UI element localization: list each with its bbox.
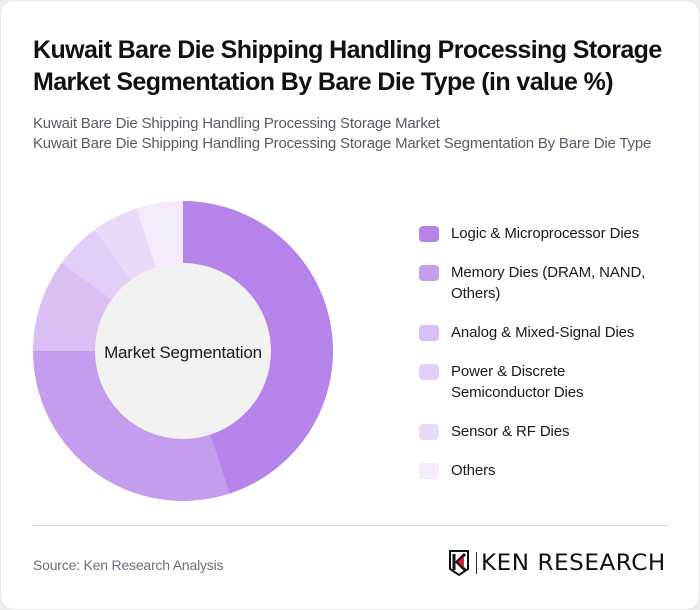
legend-swatch-icon	[419, 265, 439, 281]
logo-text: KEN RESEARCH	[481, 550, 666, 576]
legend-swatch-icon	[419, 463, 439, 479]
legend-item: Analog & Mixed-Signal Dies	[419, 322, 689, 343]
chart-subtitle: Kuwait Bare Die Shipping Handling Proces…	[33, 114, 673, 154]
legend-label: Others	[451, 462, 496, 479]
legend-swatch-icon	[419, 364, 439, 380]
ken-research-shield-icon	[449, 550, 469, 576]
legend-item: Memory Dies (DRAM, NAND, Others)	[419, 262, 689, 304]
logo-separator	[476, 552, 477, 574]
legend-item: Power & Discrete Semiconductor Dies	[419, 361, 689, 403]
legend-label: Logic & Microprocessor Dies	[451, 225, 640, 242]
legend-label: Analog & Mixed-Signal Dies	[451, 324, 635, 341]
donut-center-label: Market Segmentation	[104, 343, 262, 362]
legend-item: Logic & Microprocessor Dies	[419, 223, 689, 244]
chart-legend: Logic & Microprocessor Dies Memory Dies …	[419, 223, 689, 499]
legend-swatch-icon	[419, 325, 439, 341]
subtitle-line-2: Kuwait Bare Die Shipping Handling Proces…	[33, 135, 652, 152]
footer-divider	[33, 525, 669, 526]
legend-swatch-icon	[419, 424, 439, 440]
donut-center	[95, 263, 271, 439]
source-note: Source: Ken Research Analysis	[33, 557, 224, 573]
legend-item: Sensor & RF Dies	[419, 421, 689, 442]
legend-label: Sensor & RF Dies	[451, 423, 570, 440]
legend-label: Memory Dies (DRAM, NAND, Others)	[451, 264, 646, 302]
legend-swatch-icon	[419, 226, 439, 242]
donut-chart	[33, 201, 334, 501]
ken-research-logo: KEN RESEARCH	[448, 550, 665, 576]
legend-item: Others	[419, 460, 689, 481]
legend-label: Power & Discrete Semiconductor Dies	[451, 363, 584, 401]
subtitle-line-1: Kuwait Bare Die Shipping Handling Proces…	[33, 115, 440, 132]
chart-title: Kuwait Bare Die Shipping Handling Proces…	[33, 36, 662, 96]
